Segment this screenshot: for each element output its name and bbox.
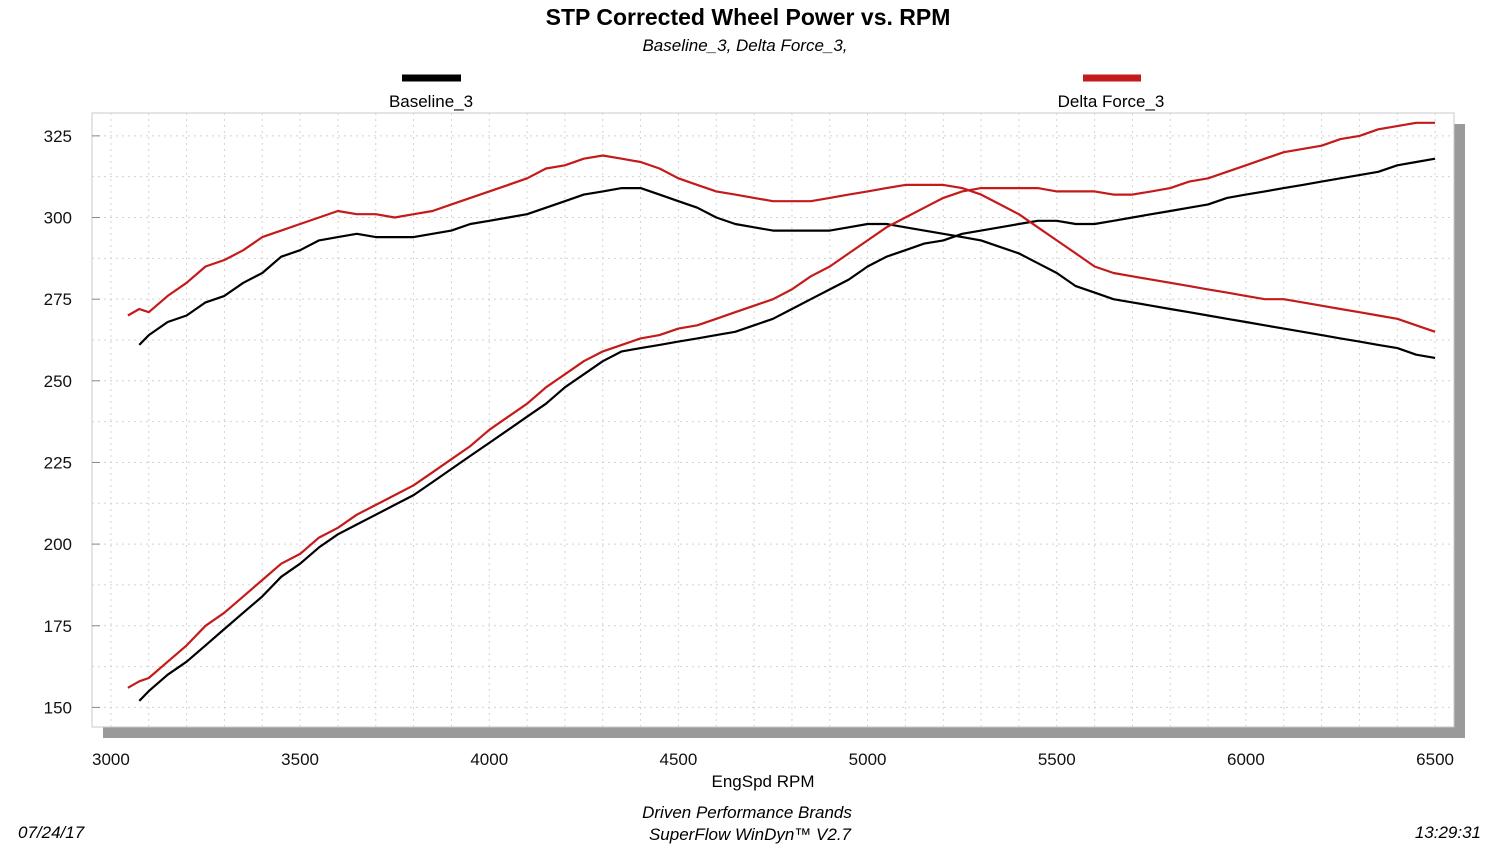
y-tick-label: 200: [44, 535, 72, 554]
grid: [92, 113, 1454, 727]
plot-area: [91, 112, 1455, 728]
axis-ticks: 3000 3500 4000 4500 5000 5500 6000 6500 150 175 20…: [44, 127, 1454, 769]
y-tick-label: 325: [44, 127, 72, 146]
x-tick-label: 4000: [470, 750, 508, 769]
series-baseline-lower-line: [138, 157, 1436, 702]
y-tick-label: 225: [44, 453, 72, 472]
legend: Baseline_3 Delta Force_3: [389, 74, 1165, 111]
y-tick-label: 250: [44, 372, 72, 391]
series-delta-force-upper-line: [127, 154, 1436, 333]
legend-label-delta-force: Delta Force_3: [1058, 92, 1165, 111]
y-tick-label: 175: [44, 617, 72, 636]
series-delta-force-lower-line: [127, 121, 1436, 689]
footer-company: Driven Performance Brands: [642, 803, 852, 822]
x-tick-label: 3000: [92, 750, 130, 769]
y-tick-label: 275: [44, 290, 72, 309]
y-tick-label: 300: [44, 209, 72, 228]
x-tick-label: 5500: [1038, 750, 1076, 769]
series-layer: [127, 121, 1436, 702]
x-tick-label: 6500: [1416, 750, 1454, 769]
footer-software: SuperFlow WinDyn™ V2.7: [649, 825, 852, 844]
y-tick-label: 150: [44, 698, 72, 717]
x-tick-label: 6000: [1227, 750, 1265, 769]
series-baseline-upper-line: [138, 187, 1436, 359]
legend-label-baseline: Baseline_3: [389, 92, 473, 111]
chart-subtitle: Baseline_3, Delta Force_3,: [642, 36, 847, 55]
footer-date: 07/24/17: [18, 823, 85, 842]
x-tick-label: 3500: [281, 750, 319, 769]
x-axis-label: EngSpd RPM: [712, 772, 815, 791]
chart-title: STP Corrected Wheel Power vs. RPM: [546, 4, 951, 30]
x-tick-label: 5000: [849, 750, 887, 769]
footer-time: 13:29:31: [1415, 823, 1481, 842]
x-tick-label: 4500: [660, 750, 698, 769]
